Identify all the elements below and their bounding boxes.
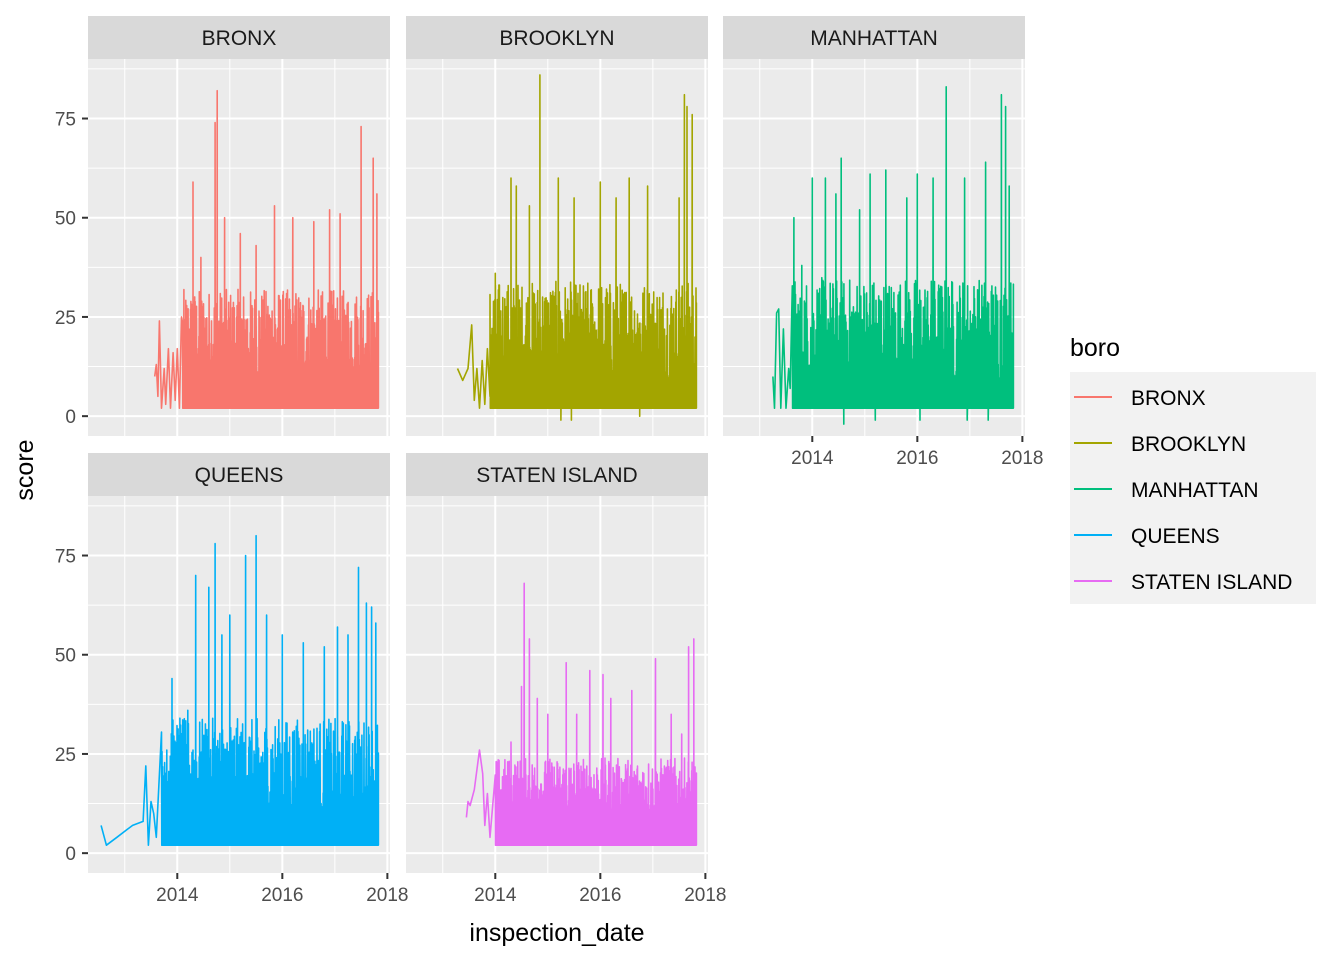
facet-strip-label-brooklyn: BROOKLYN (499, 27, 614, 50)
legend-title: boro (1070, 334, 1120, 362)
x-tick-label: 2014 (474, 885, 517, 906)
facet-strip-queens (88, 453, 390, 496)
legend-entries: BRONX BROOKLYN MANHATTAN QUEENS STATEN ISLAN… (1074, 387, 1292, 594)
axes: 0 25 50 75 2014 2016 2018 0 25 50 75 2014 2016 2018 20… (55, 110, 1044, 906)
series-line-queens (100, 534, 380, 846)
legend-label-queens: QUEENS (1131, 525, 1220, 548)
x-tick-label: 2018 (366, 885, 408, 906)
facet-brooklyn: BROOKLYN (406, 16, 708, 436)
facet-strip-label-staten-island: STATEN ISLAND (476, 464, 637, 487)
facet-staten-island: STATEN ISLAND (406, 453, 708, 873)
y-tick-label: 25 (55, 308, 76, 329)
x-axis-title: inspection_date (469, 919, 644, 947)
facet-strip-manhattan (723, 16, 1025, 59)
y-tick-label: 75 (55, 547, 76, 568)
y-tick-label: 0 (65, 844, 76, 865)
facet-strip-label-queens: QUEENS (195, 464, 284, 487)
x-tick-label: 2018 (1001, 448, 1043, 469)
x-tick-label: 2014 (156, 885, 199, 906)
x-tick-label: 2014 (791, 448, 834, 469)
x-tick-label: 2016 (261, 885, 303, 906)
series-line-staten-island (465, 582, 698, 846)
y-tick-label: 0 (65, 407, 76, 428)
series-line-brooklyn (456, 74, 698, 421)
facet-panels: BRONX BROOKLYN MANHATTAN QUEENS STATEN ISLAN… (88, 16, 1025, 873)
x-tick-label: 2016 (579, 885, 621, 906)
facet-bronx: BRONX (88, 16, 390, 436)
y-tick-label: 25 (55, 745, 76, 766)
series-line-manhattan (772, 86, 1015, 425)
facet-strip-bronx (88, 16, 390, 59)
facet-manhattan: MANHATTAN (723, 16, 1025, 436)
series-line-bronx (153, 89, 380, 409)
facet-strip-label-manhattan: MANHATTAN (810, 27, 938, 50)
y-tick-label: 50 (55, 646, 76, 667)
legend-label-manhattan: MANHATTAN (1131, 479, 1259, 502)
y-tick-label: 75 (55, 110, 76, 131)
facet-strip-brooklyn (406, 16, 708, 59)
facet-strip-label-bronx: BRONX (202, 27, 277, 50)
facet-queens: QUEENS (88, 453, 390, 873)
x-tick-label: 2016 (896, 448, 938, 469)
legend: boro BRONX BROOKLYN MANHATTAN QUEENS STATEN … (1070, 334, 1316, 604)
legend-label-staten-island: STATEN ISLAND (1131, 571, 1292, 594)
facet-strip-staten-island (406, 453, 708, 496)
y-tick-label: 50 (55, 209, 76, 230)
y-axis-title: score (11, 439, 39, 500)
legend-label-bronx: BRONX (1131, 387, 1206, 410)
legend-label-brooklyn: BROOKLYN (1131, 433, 1246, 456)
x-tick-label: 2018 (684, 885, 726, 906)
